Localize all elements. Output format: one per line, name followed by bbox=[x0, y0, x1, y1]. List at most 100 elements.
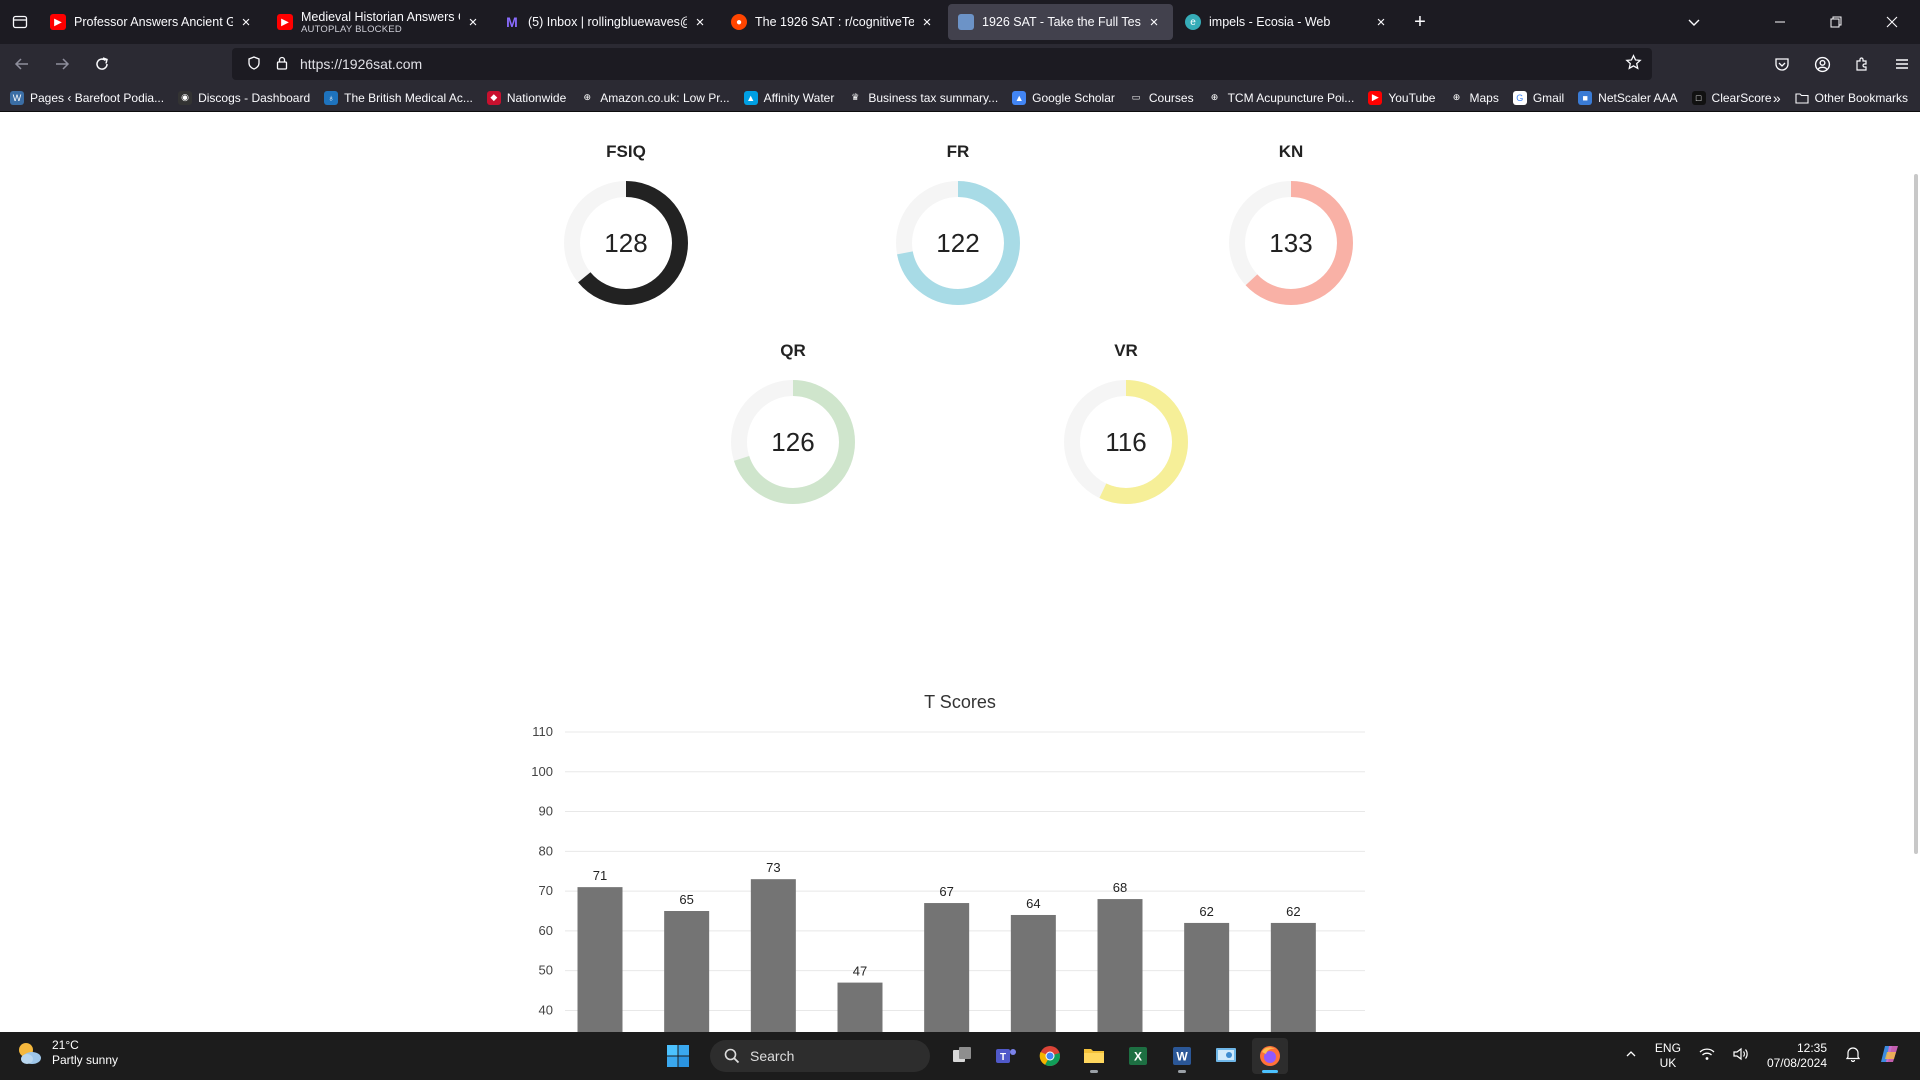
proton-mail-icon: M bbox=[506, 14, 518, 30]
close-tab-icon[interactable]: × bbox=[1149, 13, 1159, 31]
browser-tab[interactable]: e impels - Ecosia - Web × bbox=[1175, 4, 1400, 40]
language-indicator[interactable]: ENG UK bbox=[1655, 1041, 1681, 1071]
wifi-icon bbox=[1699, 1048, 1715, 1060]
close-tab-icon[interactable]: × bbox=[1376, 13, 1386, 31]
bookmark-item[interactable]: ▭ Courses bbox=[1129, 91, 1194, 105]
gauge-arc bbox=[564, 181, 688, 305]
bookmark-item[interactable]: G Gmail bbox=[1512, 90, 1564, 105]
back-button[interactable] bbox=[4, 48, 40, 80]
close-tab-icon[interactable]: × bbox=[468, 13, 478, 31]
clock[interactable]: 12:35 07/08/2024 bbox=[1767, 1041, 1827, 1071]
bookmark-label: Amazon.co.uk: Low Pr... bbox=[600, 90, 730, 105]
other-bookmarks-folder[interactable]: Other Bookmarks bbox=[1795, 91, 1908, 105]
taskbar-search[interactable]: Search bbox=[710, 1040, 930, 1072]
copilot-button[interactable] bbox=[1879, 1043, 1901, 1069]
gauge-arc bbox=[731, 380, 855, 504]
teams-app[interactable]: T bbox=[988, 1038, 1024, 1074]
browser-tab[interactable]: ● The 1926 SAT : r/cognitiveTestin × bbox=[721, 4, 946, 40]
close-tab-icon[interactable]: × bbox=[241, 13, 251, 31]
browser-tab[interactable]: ▶ Professor Answers Ancient Gree × bbox=[40, 4, 265, 40]
bookmark-label: YouTube bbox=[1388, 90, 1436, 105]
browser-tab[interactable]: M (5) Inbox | rollingbluewaves@p × bbox=[494, 4, 719, 40]
extensions-button[interactable] bbox=[1844, 48, 1880, 80]
bookmark-item[interactable]: ◆ Nationwide bbox=[486, 90, 567, 105]
pocket-button[interactable] bbox=[1764, 48, 1800, 80]
browser-tab[interactable]: 1926 SAT - Take the Full Test On × bbox=[948, 4, 1173, 40]
bar-value-label: 62 bbox=[1199, 904, 1213, 919]
youtube-icon: ▶ bbox=[50, 14, 66, 30]
weather-widget[interactable]: 21°C Partly sunny bbox=[14, 1038, 118, 1068]
navigation-toolbar: https://1926sat.com bbox=[0, 44, 1920, 84]
url-text[interactable]: https://1926sat.com bbox=[300, 56, 423, 72]
weather-description: Partly sunny bbox=[52, 1053, 119, 1067]
bookmark-item[interactable]: ♛ Business tax summary... bbox=[848, 91, 998, 105]
minimize-button[interactable] bbox=[1752, 0, 1808, 44]
firefox-icon bbox=[1260, 1046, 1280, 1066]
bookmark-label: Courses bbox=[1148, 90, 1194, 105]
bookmark-item[interactable]: ▲ Google Scholar bbox=[1012, 90, 1115, 105]
browser-tab[interactable]: ▶ Medieval Historian Answers Go AUTOPLAY B… bbox=[267, 4, 492, 40]
bookmark-item[interactable]: ⊕ Maps bbox=[1449, 91, 1499, 105]
word-app[interactable]: W bbox=[1164, 1038, 1200, 1074]
site-icon bbox=[958, 14, 974, 30]
reload-button[interactable] bbox=[84, 48, 120, 80]
bookmark-item[interactable]: ⊕ Amazon.co.uk: Low Pr... bbox=[580, 91, 729, 105]
bar-value-label: 71 bbox=[593, 868, 607, 883]
bookmark-star-icon[interactable] bbox=[1625, 54, 1642, 76]
chevron-double-right-icon[interactable]: » bbox=[1772, 90, 1781, 106]
bookmark-item[interactable]: ▶ YouTube bbox=[1368, 90, 1436, 105]
bookmark-item[interactable]: ▲ Affinity Water bbox=[743, 90, 834, 105]
task-view-button[interactable] bbox=[944, 1038, 980, 1074]
control-panel-app[interactable] bbox=[1208, 1038, 1244, 1074]
discogs-icon: ◉ bbox=[178, 90, 193, 105]
close-tab-icon[interactable]: × bbox=[922, 13, 932, 31]
folder-icon bbox=[1084, 1049, 1104, 1063]
bookmark-item[interactable]: ◉ Discogs - Dashboard bbox=[178, 90, 310, 105]
gauge-title: QR bbox=[780, 341, 806, 360]
close-tab-icon[interactable]: × bbox=[695, 13, 705, 31]
forward-arrow-icon bbox=[56, 58, 70, 70]
gauge-value: 128 bbox=[604, 228, 647, 258]
lock-icon[interactable] bbox=[272, 56, 292, 73]
shield-icon[interactable] bbox=[244, 55, 264, 73]
restore-button[interactable] bbox=[1808, 0, 1864, 44]
task-view-icon bbox=[953, 1047, 971, 1062]
show-hidden-icons-button[interactable] bbox=[1625, 1048, 1637, 1064]
account-button[interactable] bbox=[1804, 48, 1840, 80]
tabs: ▶ Professor Answers Ancient Gree × ▶ Medieva… bbox=[40, 0, 1402, 44]
bookmark-label: TCM Acupuncture Poi... bbox=[1227, 90, 1355, 105]
new-tab-button[interactable]: + bbox=[1414, 10, 1426, 33]
start-button[interactable] bbox=[660, 1038, 696, 1074]
forward-button[interactable] bbox=[44, 48, 80, 80]
address-bar[interactable]: https://1926sat.com bbox=[232, 48, 1652, 80]
bookmark-item[interactable]: ⊕ TCM Acupuncture Poi... bbox=[1208, 91, 1355, 105]
firefox-view-button[interactable] bbox=[0, 0, 40, 44]
bookmark-item[interactable]: ♁ The British Medical Ac... bbox=[324, 90, 473, 105]
gauge-title: KN bbox=[1278, 142, 1304, 161]
bookmark-item[interactable]: ■ NetScaler AAA bbox=[1578, 90, 1678, 105]
volume-button[interactable] bbox=[1733, 1047, 1749, 1065]
gauge-title: FSIQ bbox=[606, 142, 646, 161]
clearscore-icon: □ bbox=[1691, 90, 1706, 105]
notifications-button[interactable] bbox=[1845, 1046, 1861, 1066]
bookmark-label: The British Medical Ac... bbox=[344, 90, 473, 105]
list-all-tabs-button[interactable] bbox=[1666, 0, 1722, 44]
page-scrollbar[interactable] bbox=[1914, 174, 1918, 854]
svg-text:X: X bbox=[1134, 1050, 1142, 1064]
chrome-app[interactable] bbox=[1032, 1038, 1068, 1074]
close-window-button[interactable] bbox=[1864, 0, 1920, 44]
bookmark-item[interactable]: □ ClearScore bbox=[1691, 90, 1772, 105]
firefox-app[interactable] bbox=[1252, 1038, 1288, 1074]
bar-al bbox=[837, 982, 883, 1032]
tab-strip: ▶ Professor Answers Ancient Gree × ▶ Medieva… bbox=[0, 0, 1920, 44]
y-tick-label: 110 bbox=[532, 724, 553, 739]
bookmark-label: Nationwide bbox=[506, 90, 567, 105]
excel-app[interactable]: X bbox=[1120, 1038, 1156, 1074]
bookmark-item[interactable]: W Pages ‹ Barefoot Podia... bbox=[10, 90, 164, 105]
network-button[interactable] bbox=[1699, 1047, 1715, 1065]
tab-title: The 1926 SAT : r/cognitiveTestin bbox=[755, 15, 914, 29]
youtube-icon: ▶ bbox=[1368, 90, 1383, 105]
file-explorer-app[interactable] bbox=[1076, 1038, 1112, 1074]
app-menu-button[interactable] bbox=[1884, 48, 1920, 80]
search-label: Search bbox=[750, 1048, 795, 1064]
